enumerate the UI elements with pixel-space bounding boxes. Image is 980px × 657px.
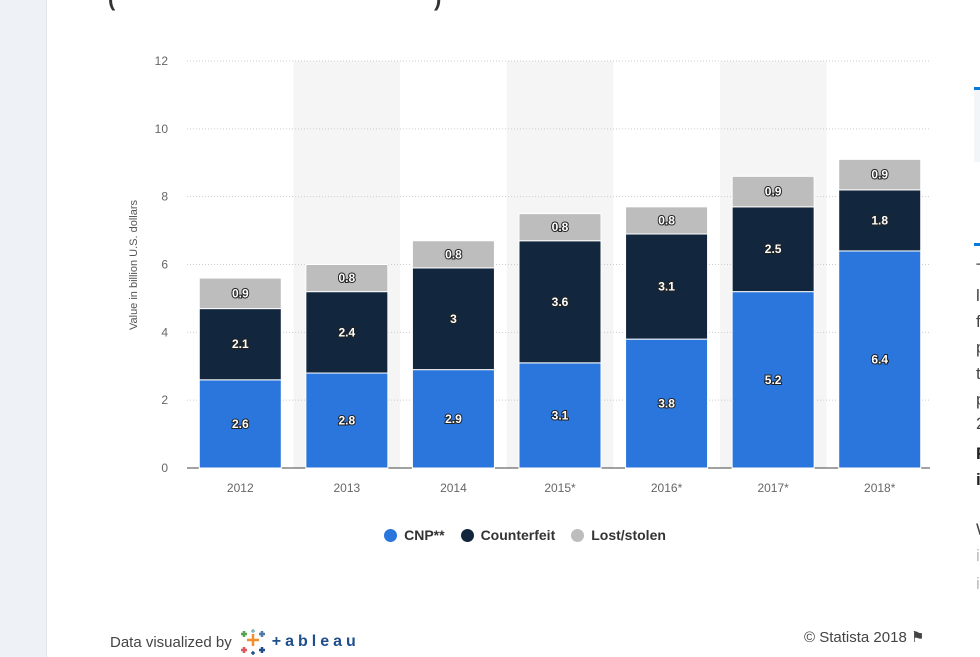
bar-counterfeit bbox=[305, 291, 389, 374]
data-label: 0.8 bbox=[552, 220, 569, 234]
bar-cnp bbox=[518, 362, 602, 469]
data-label: 0.9 bbox=[871, 168, 888, 182]
data-label: 3 bbox=[450, 312, 457, 326]
bar-cnp bbox=[198, 379, 282, 469]
bar-lost-stolen bbox=[625, 206, 709, 235]
bar-counterfeit bbox=[198, 308, 282, 381]
x-tick-label: 2014 bbox=[440, 481, 467, 495]
data-label: 2.6 bbox=[232, 417, 249, 431]
panel-text-fragment: W bbox=[976, 520, 980, 540]
bar-lost-stolen bbox=[411, 240, 495, 269]
panel-box bbox=[974, 90, 980, 162]
bar-counterfeit bbox=[838, 189, 922, 252]
bar-counterfeit bbox=[625, 233, 709, 340]
panel-text-fragment: l bbox=[976, 286, 980, 305]
data-label: 2.5 bbox=[765, 242, 782, 256]
x-tick-label: 2016* bbox=[651, 481, 683, 495]
data-label: 2.8 bbox=[339, 414, 356, 428]
data-label: 3.1 bbox=[658, 280, 675, 294]
tableau-plus-icon bbox=[240, 629, 265, 655]
bar-counterfeit bbox=[731, 206, 815, 293]
panel-text-fragment: i bbox=[976, 574, 980, 593]
legend-item-lost-stolen[interactable]: Lost/stolen bbox=[571, 527, 666, 543]
legend-dot-lost-stolen bbox=[571, 528, 585, 542]
legend: CNP** Counterfeit Lost/stolen bbox=[0, 527, 980, 543]
tableau-wordmark: +ableau bbox=[271, 633, 360, 650]
data-label: 0.9 bbox=[232, 286, 249, 300]
x-tick-label: 2018* bbox=[864, 481, 896, 495]
panel-text-fragment: 2 bbox=[976, 414, 980, 434]
data-label: 0.9 bbox=[765, 185, 782, 199]
tableau-logo: +ableau bbox=[238, 628, 360, 656]
copyright-text: © Statista 2018 bbox=[804, 629, 907, 646]
data-label: 2.9 bbox=[445, 412, 462, 426]
y-tick-label: 10 bbox=[155, 122, 169, 136]
bar-lost-stolen bbox=[731, 175, 815, 208]
legend-item-counterfeit[interactable]: Counterfeit bbox=[460, 527, 556, 543]
bar-lost-stolen bbox=[305, 264, 389, 293]
legend-dot-counterfeit bbox=[460, 528, 474, 542]
legend-label: Lost/stolen bbox=[591, 527, 666, 543]
data-label: 6.4 bbox=[871, 352, 888, 366]
panel-accent-line bbox=[974, 243, 980, 246]
y-tick-label: 8 bbox=[161, 190, 168, 204]
statista-copyright[interactable]: © Statista 2018 ⚑ bbox=[804, 628, 924, 646]
panel-text-fragment: t bbox=[976, 364, 980, 383]
data-visualized-text: Data visualized by bbox=[110, 633, 232, 651]
legend-dot-cnp bbox=[384, 528, 398, 542]
bar-lost-stolen bbox=[518, 213, 602, 242]
panel-text-fragment: i bbox=[976, 546, 980, 565]
data-label: 0.8 bbox=[445, 247, 462, 261]
chart-title-fragment: ( ) bbox=[108, 0, 441, 12]
data-label: 3.6 bbox=[552, 295, 569, 309]
data-label: 1.8 bbox=[871, 213, 888, 227]
panel-text-fragment: T bbox=[976, 260, 980, 280]
y-tick-label: 4 bbox=[161, 325, 168, 339]
bar-lost-stolen bbox=[838, 158, 922, 191]
legend-label: Counterfeit bbox=[480, 527, 556, 543]
bar-cnp bbox=[411, 369, 495, 469]
panel-text-fragment: f bbox=[976, 312, 980, 331]
data-label: 0.8 bbox=[339, 271, 356, 285]
title-left-paren: ( bbox=[108, 0, 115, 11]
right-panel: Tlfptp2FiWii bbox=[974, 0, 980, 657]
bar-lost-stolen bbox=[198, 277, 282, 310]
data-label: 2.1 bbox=[232, 337, 249, 351]
y-tick-label: 12 bbox=[155, 54, 169, 68]
bar-cnp bbox=[731, 291, 815, 469]
title-right-paren: ) bbox=[434, 0, 441, 12]
panel-text-fragment: p bbox=[976, 390, 980, 410]
x-tick-label: 2012 bbox=[227, 481, 254, 495]
data-label: 3.1 bbox=[552, 408, 569, 422]
data-label: 5.2 bbox=[765, 373, 782, 387]
x-tick-label: 2015* bbox=[544, 481, 576, 495]
legend-item-cnp[interactable]: CNP** bbox=[384, 527, 445, 543]
panel-text-fragment: p bbox=[976, 338, 980, 358]
tableau-credit[interactable]: Data visualized by +ableau bbox=[110, 628, 360, 656]
panel-text-fragment: F bbox=[976, 444, 980, 464]
data-label: 2.4 bbox=[339, 325, 356, 339]
panel-text-fragment: i bbox=[976, 470, 980, 489]
x-tick-label: 2017* bbox=[757, 481, 789, 495]
y-axis-label: Value in billion U.S. dollars bbox=[128, 199, 140, 330]
bar-cnp bbox=[625, 338, 709, 469]
left-sidebar bbox=[0, 0, 47, 657]
legend-label: CNP** bbox=[404, 527, 445, 543]
data-label: 0.8 bbox=[658, 213, 675, 227]
x-tick-label: 2013 bbox=[334, 481, 361, 495]
y-tick-label: 2 bbox=[161, 393, 168, 407]
flag-icon[interactable]: ⚑ bbox=[910, 629, 925, 646]
panel-accent-line bbox=[974, 87, 980, 90]
bar-cnp bbox=[838, 250, 922, 469]
bar-counterfeit bbox=[411, 267, 495, 371]
y-tick-label: 0 bbox=[161, 461, 168, 475]
data-label: 3.8 bbox=[658, 397, 675, 411]
bar-counterfeit bbox=[518, 240, 602, 364]
y-tick-label: 6 bbox=[161, 258, 168, 272]
bar-cnp bbox=[305, 372, 389, 469]
